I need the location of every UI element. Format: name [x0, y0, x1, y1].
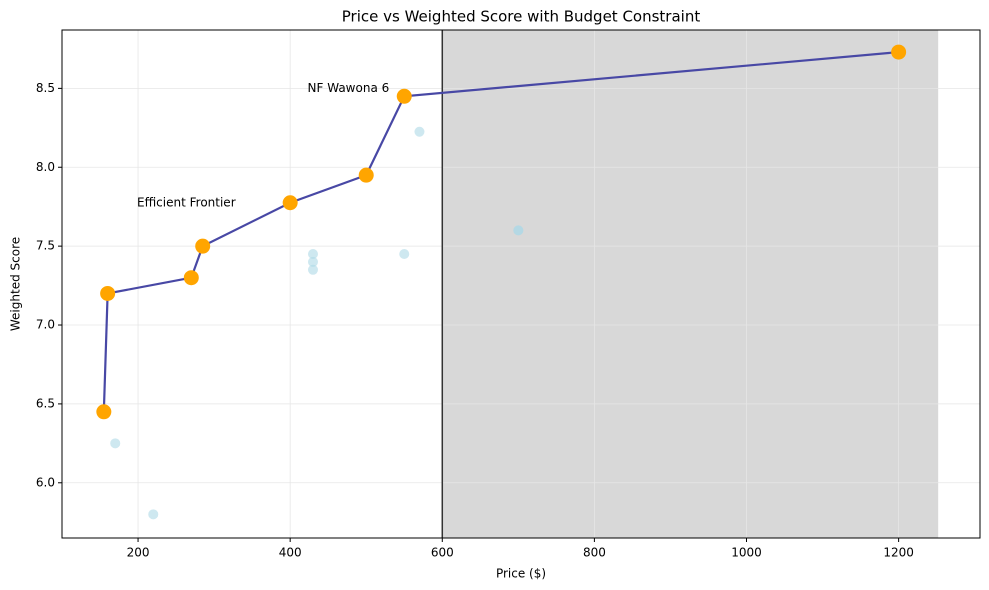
x-tick-label: 200 — [127, 546, 150, 560]
y-axis-label: Weighted Score — [9, 237, 23, 331]
x-axis-label: Price ($) — [496, 567, 546, 581]
y-tick-label: 8.5 — [36, 81, 55, 95]
y-tick-label: 6.5 — [36, 396, 55, 410]
frontier-point — [195, 238, 211, 254]
frontier-point — [183, 270, 199, 286]
frontier-line — [102, 50, 899, 412]
product-point — [148, 509, 159, 520]
product-point — [513, 225, 524, 236]
frontier-point — [282, 195, 298, 211]
product-point — [110, 438, 121, 449]
x-tick-label: 600 — [431, 546, 454, 560]
frontier-point — [96, 404, 112, 420]
y-tick-label: 7.5 — [36, 239, 55, 253]
product-point — [307, 256, 318, 267]
product-point — [414, 126, 425, 137]
excluded-region — [442, 30, 939, 538]
product-point — [307, 264, 318, 275]
annotation: Efficient Frontier — [137, 196, 236, 210]
x-tick-label: 1200 — [883, 546, 914, 560]
y-tick-label: 7.0 — [36, 318, 55, 332]
plot-frame — [61, 29, 981, 539]
chart-title: Price vs Weighted Score with Budget Cons… — [342, 8, 701, 26]
frontier-point — [358, 167, 374, 183]
product-point — [399, 249, 410, 260]
x-tick-label: 400 — [279, 546, 302, 560]
x-tick-label: 800 — [583, 546, 606, 560]
y-tick-label: 8.0 — [36, 160, 55, 174]
frontier-point — [100, 285, 116, 301]
annotation: NF Wawona 6 — [308, 81, 390, 95]
frontier-point — [396, 88, 412, 104]
y-tick-label: 6.0 — [36, 475, 55, 489]
product-point — [307, 249, 318, 260]
frontier-point — [891, 44, 907, 60]
x-tick-label: 1000 — [731, 546, 762, 560]
